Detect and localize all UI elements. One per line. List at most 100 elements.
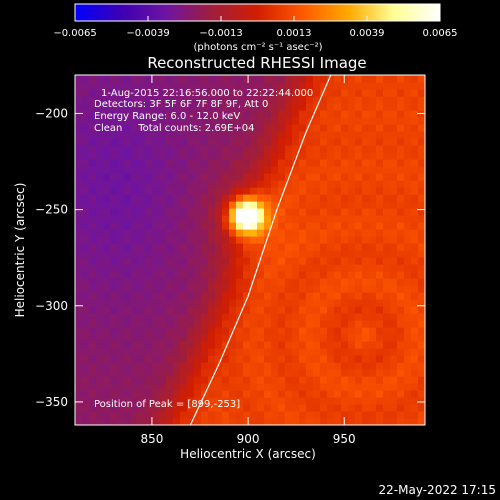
heatmap-cell [215,145,223,153]
heatmap-cell [299,285,307,293]
heatmap-cell [152,355,160,363]
heatmap-cell [82,390,90,398]
heatmap-cell [341,313,349,321]
heatmap-cell [313,369,321,377]
heatmap-cell [418,411,425,419]
heatmap-cell [355,334,363,342]
heatmap-cell [187,110,195,118]
heatmap-cell [222,257,230,265]
heatmap-cell [103,320,111,328]
heatmap-cell [306,75,314,83]
heatmap-cell [327,299,335,307]
heatmap-cell [341,131,349,139]
heatmap-cell [355,187,363,195]
heatmap-cell [362,82,370,90]
heatmap-cell [341,138,349,146]
heatmap-cell [222,390,230,398]
heatmap-cell [236,222,244,230]
heatmap-cell [103,418,111,425]
heatmap-cell [250,110,258,118]
heatmap-cell [257,96,265,104]
heatmap-cell [341,194,349,202]
heatmap-cell [89,110,97,118]
heatmap-cell [348,299,356,307]
heatmap-cell [264,411,272,419]
heatmap-cell [166,257,174,265]
heatmap-cell [75,75,83,83]
heatmap-cell [110,152,118,160]
heatmap-cell [173,292,181,300]
heatmap-cell [208,306,216,314]
heatmap-cell [103,166,111,174]
heatmap-cell [292,208,300,216]
heatmap-cell [369,96,377,104]
heatmap-cell [320,285,328,293]
heatmap-cell [397,299,405,307]
heatmap-cell [299,383,307,391]
heatmap-cell [299,194,307,202]
heatmap-cell [131,348,139,356]
heatmap-cell [103,229,111,237]
heatmap-cell [236,383,244,391]
heatmap-cell [180,187,188,195]
heatmap-cell [82,257,90,265]
heatmap-cell [404,390,412,398]
heatmap-cell [334,180,342,188]
heatmap-cell [124,257,132,265]
heatmap-cell [257,355,265,363]
heatmap-cell [278,124,286,132]
heatmap-cell [152,334,160,342]
heatmap-cell [355,201,363,209]
heatmap-cell [82,285,90,293]
heatmap-cell [201,96,209,104]
heatmap-cell [194,250,202,258]
heatmap-cell [110,145,118,153]
heatmap-cell [285,299,293,307]
heatmap-cell [215,159,223,167]
heatmap-cell [278,138,286,146]
heatmap-cell [131,89,139,97]
heatmap-cell [166,236,174,244]
heatmap-cell [299,257,307,265]
heatmap-cell [96,383,104,391]
heatmap-cell [222,187,230,195]
heatmap-cell [229,138,237,146]
heatmap-cell [124,341,132,349]
heatmap-cell [320,110,328,118]
heatmap-cell [257,222,265,230]
heatmap-cell [376,271,384,279]
heatmap-cell [145,110,153,118]
heatmap-cell [103,138,111,146]
heatmap-cell [173,208,181,216]
heatmap-cell [110,334,118,342]
heatmap-cell [82,166,90,174]
heatmap-cell [159,299,167,307]
heatmap-cell [103,187,111,195]
heatmap-cell [103,313,111,321]
heatmap-cell [187,390,195,398]
heatmap-cell [369,341,377,349]
heatmap-cell [313,348,321,356]
heatmap-cell [271,306,279,314]
heatmap-cell [285,390,293,398]
heatmap-cell [208,285,216,293]
heatmap-cell [299,411,307,419]
heatmap-cell [110,229,118,237]
heatmap-cell [278,411,286,419]
heatmap-cell [250,264,258,272]
heatmap-cell [236,250,244,258]
heatmap-cell [306,418,314,425]
heatmap-cell [355,257,363,265]
heatmap-cell [103,215,111,223]
colorbar-tick-label: 0.0039 [350,28,385,39]
heatmap-cell [208,383,216,391]
heatmap-cell [418,250,425,258]
heatmap-cell [166,117,174,125]
heatmap-cell [299,404,307,412]
heatmap-cell [229,313,237,321]
heatmap-cell [278,82,286,90]
heatmap-cell [376,124,384,132]
heatmap-cell [355,341,363,349]
heatmap-cell [362,229,370,237]
heatmap-cell [250,243,258,251]
